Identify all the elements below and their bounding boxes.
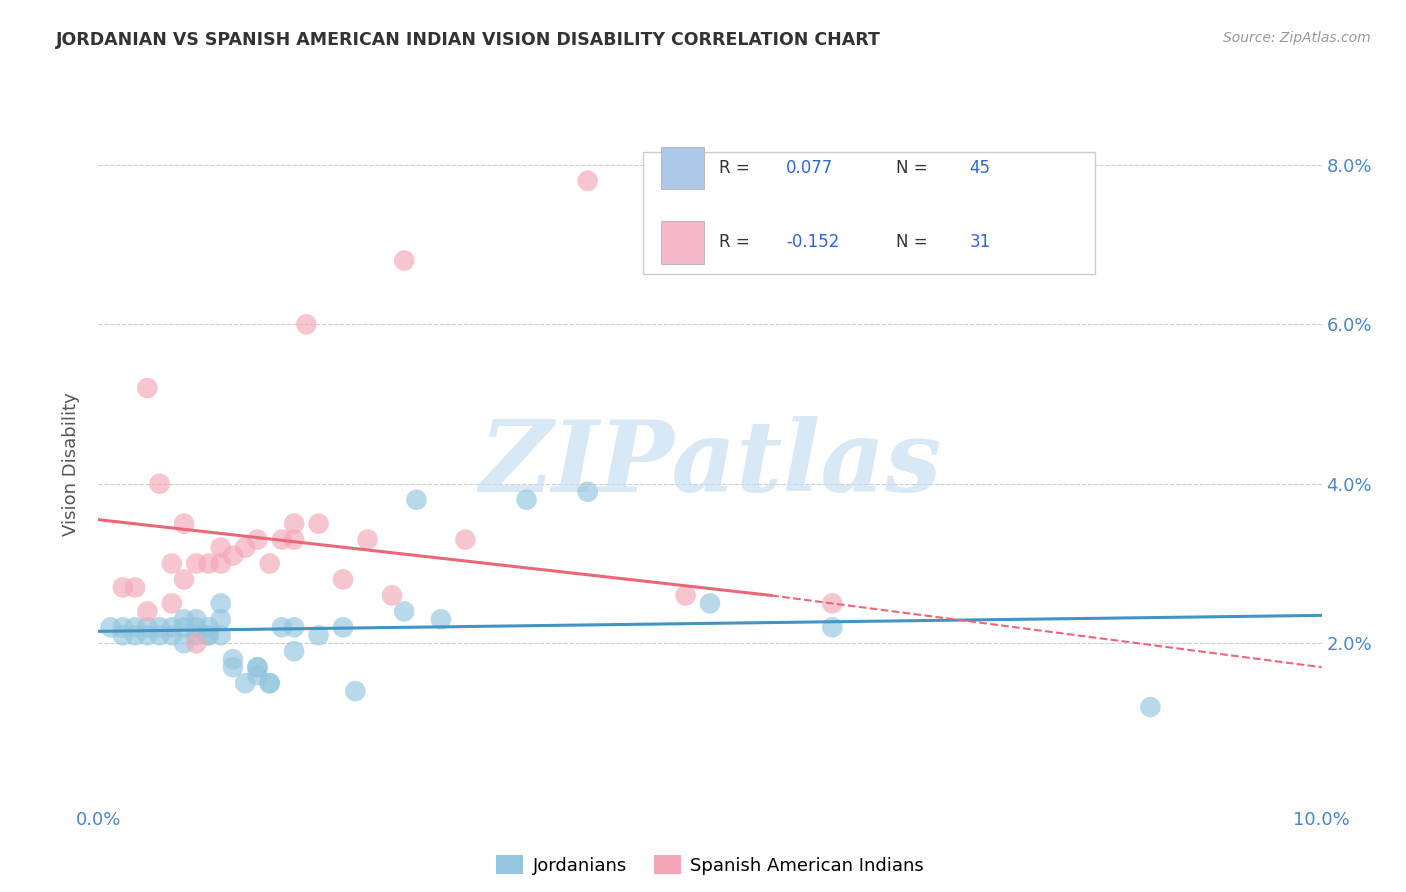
Point <box>222 652 245 666</box>
Point <box>111 628 134 642</box>
Text: R =: R = <box>718 159 755 177</box>
Point <box>149 620 172 634</box>
Point <box>149 628 172 642</box>
Point <box>283 516 305 531</box>
Point <box>209 612 232 626</box>
Point <box>160 557 183 571</box>
Point <box>283 533 305 547</box>
Point <box>100 620 122 634</box>
Point <box>821 620 844 634</box>
Point <box>246 533 269 547</box>
Point <box>111 581 134 595</box>
Point <box>576 174 599 188</box>
Text: N =: N = <box>896 159 932 177</box>
Text: ZIPatlas: ZIPatlas <box>479 416 941 512</box>
Point <box>197 620 219 634</box>
Point <box>332 620 354 634</box>
Point <box>186 636 208 650</box>
Point <box>149 476 172 491</box>
Point <box>173 516 195 531</box>
Point <box>209 596 232 610</box>
Text: N =: N = <box>896 234 932 252</box>
Point <box>454 533 477 547</box>
Point <box>173 573 195 587</box>
Point <box>186 612 208 626</box>
Point <box>136 620 159 634</box>
Point <box>173 620 195 634</box>
Point <box>699 596 721 610</box>
Text: -0.152: -0.152 <box>786 234 839 252</box>
Point <box>392 604 416 618</box>
Point <box>430 612 453 626</box>
Point <box>381 589 404 603</box>
Point <box>259 676 281 690</box>
FancyBboxPatch shape <box>661 221 704 264</box>
Point <box>160 596 183 610</box>
Point <box>173 612 195 626</box>
Point <box>124 628 146 642</box>
Point <box>124 620 146 634</box>
Point <box>405 492 427 507</box>
Point <box>136 381 159 395</box>
Point <box>246 660 269 674</box>
Point <box>209 557 232 571</box>
Point <box>295 318 318 332</box>
Text: JORDANIAN VS SPANISH AMERICAN INDIAN VISION DISABILITY CORRELATION CHART: JORDANIAN VS SPANISH AMERICAN INDIAN VIS… <box>56 31 882 49</box>
Point <box>197 628 219 642</box>
Point <box>186 557 208 571</box>
Point <box>111 620 134 634</box>
Point <box>136 604 159 618</box>
Point <box>160 628 183 642</box>
Y-axis label: Vision Disability: Vision Disability <box>62 392 80 536</box>
Text: 31: 31 <box>969 234 991 252</box>
Text: 45: 45 <box>969 159 990 177</box>
Point <box>308 516 330 531</box>
Point <box>283 644 305 658</box>
Point <box>222 549 245 563</box>
Point <box>136 628 159 642</box>
Point <box>332 573 354 587</box>
Text: Source: ZipAtlas.com: Source: ZipAtlas.com <box>1223 31 1371 45</box>
Point <box>270 533 292 547</box>
Point <box>246 668 269 682</box>
Point <box>209 628 232 642</box>
Point <box>356 533 378 547</box>
Point <box>821 596 844 610</box>
Point <box>344 684 367 698</box>
Point <box>246 660 269 674</box>
Point <box>197 628 219 642</box>
Point <box>270 620 292 634</box>
Point <box>124 581 146 595</box>
Point <box>173 636 195 650</box>
Point <box>283 620 305 634</box>
Point <box>1139 700 1161 714</box>
Point <box>675 589 697 603</box>
Point <box>186 620 208 634</box>
Point <box>233 676 256 690</box>
Point <box>392 253 416 268</box>
Point <box>259 676 281 690</box>
Point <box>160 620 183 634</box>
Point <box>576 484 599 499</box>
Point <box>233 541 256 555</box>
Point <box>259 557 281 571</box>
Point <box>209 541 232 555</box>
FancyBboxPatch shape <box>643 152 1095 274</box>
Point <box>516 492 538 507</box>
Text: R =: R = <box>718 234 755 252</box>
Point <box>186 628 208 642</box>
Point <box>308 628 330 642</box>
Text: 0.077: 0.077 <box>786 159 834 177</box>
Point <box>197 557 219 571</box>
Legend: Jordanians, Spanish American Indians: Jordanians, Spanish American Indians <box>489 848 931 882</box>
FancyBboxPatch shape <box>661 146 704 189</box>
Point <box>222 660 245 674</box>
